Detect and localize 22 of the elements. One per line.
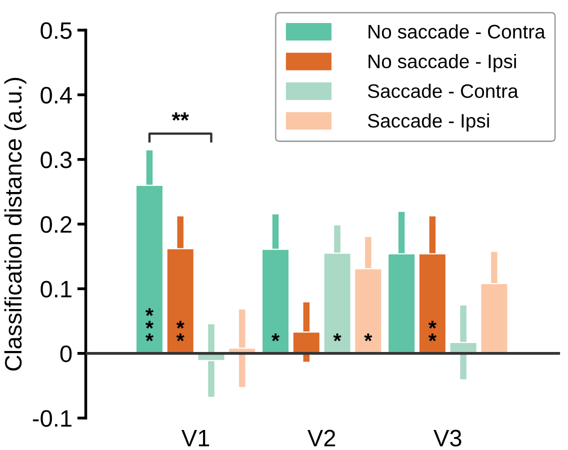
y-tick-label: 0.1 <box>40 280 72 298</box>
y-tick-label: 0.2 <box>40 216 72 233</box>
y-tick-label: 0.3 <box>40 152 72 168</box>
data-label: * * <box>428 320 436 342</box>
x-tick-label: V1 <box>181 430 210 446</box>
data-label: * <box>364 333 372 342</box>
legend-label: No saccade - Ipsi <box>368 54 516 72</box>
y-tick-label: 0 <box>60 345 72 362</box>
x-tick-label: V2 <box>308 430 336 446</box>
legend-label: Saccade - Ipsi <box>368 113 489 132</box>
data-label: * * <box>176 320 184 342</box>
x-tick-label: V3 <box>434 430 462 447</box>
data-label: * * * <box>145 308 154 342</box>
data-label: * <box>333 333 342 342</box>
legend-label: Saccade - Contra <box>368 84 518 98</box>
y-tick-label: -0.1 <box>32 410 72 427</box>
legend-label: No saccade - Contra <box>368 24 546 39</box>
data-label: * <box>272 333 280 342</box>
y-axis-title: Classification distance (a.u.) <box>4 78 26 371</box>
y-tick-label: 0.4 <box>40 86 72 104</box>
y-tick-label: 0.5 <box>40 22 72 39</box>
annotation: ** <box>172 112 189 121</box>
